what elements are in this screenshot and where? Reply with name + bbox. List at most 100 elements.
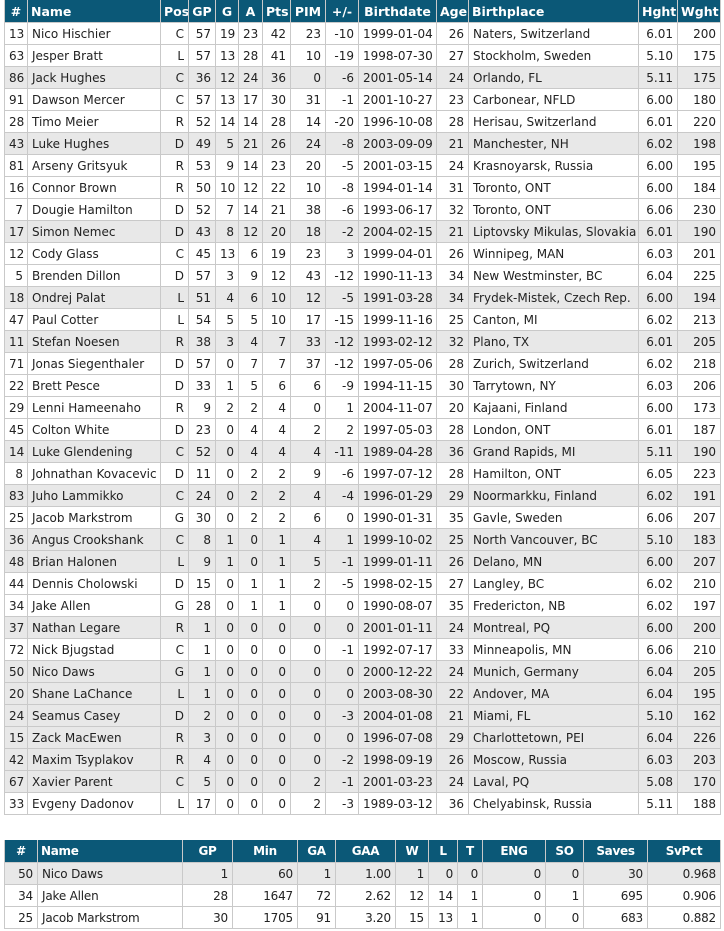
cell-age: 26: [436, 242, 469, 265]
column-header-number[interactable]: #: [4, 0, 28, 23]
cell-a: 0: [238, 528, 263, 551]
cell-pts: 7: [262, 352, 291, 375]
cell-number: 63: [4, 44, 28, 67]
column-header-pos[interactable]: Pos: [160, 0, 189, 23]
cell-birthplace: Andover, MA: [468, 682, 639, 705]
cell-g: 13: [215, 44, 239, 67]
column-header-age[interactable]: Age: [436, 0, 469, 23]
cell-pts: 2: [262, 506, 291, 529]
cell-hght: 6.02: [638, 308, 678, 331]
column-header-gaa[interactable]: GAA: [335, 840, 396, 863]
column-header-pts[interactable]: Pts: [262, 0, 291, 23]
cell-birthdate: 2001-10-27: [358, 88, 437, 111]
cell-gaa: 2.62: [335, 884, 396, 907]
cell-pos: C: [160, 484, 189, 507]
column-header-svpct[interactable]: SvPct: [647, 840, 721, 863]
column-header-birthdate[interactable]: Birthdate: [358, 0, 437, 23]
cell-number: 50: [4, 862, 38, 885]
cell-a: 0: [238, 550, 263, 573]
column-header-w[interactable]: W: [395, 840, 429, 863]
column-header-gp[interactable]: GP: [188, 0, 216, 23]
cell-g: 0: [215, 726, 239, 749]
cell-wght: 190: [677, 440, 721, 463]
cell-age: 35: [436, 506, 469, 529]
cell-pim: 24: [290, 132, 326, 155]
cell-age: 22: [436, 682, 469, 705]
column-header-hght[interactable]: Hght: [638, 0, 678, 23]
cell-a: 21: [238, 132, 263, 155]
cell-plus-minus: -3: [325, 704, 359, 727]
cell-hght: 6.05: [638, 462, 678, 485]
column-header-min[interactable]: Min: [232, 840, 298, 863]
cell-a: 7: [238, 352, 263, 375]
table-row: 5 Brenden Dillon D 57 3 9 12 43 -12 1990-11-13 34 N…: [4, 264, 721, 287]
column-header-saves[interactable]: Saves: [583, 840, 648, 863]
table-row: 16 Connor Brown R 50 10 12 22 10 -8 1994-01-14 31 T…: [4, 176, 721, 199]
column-header-l[interactable]: L: [428, 840, 458, 863]
cell-pos: R: [160, 726, 189, 749]
cell-number: 86: [4, 66, 28, 89]
cell-name: Maxim Tsyplakov: [27, 748, 161, 771]
cell-number: 50: [4, 660, 28, 683]
cell-birthdate: 2003-09-09: [358, 132, 437, 155]
cell-birthplace: Canton, MI: [468, 308, 639, 331]
column-header-name[interactable]: Name: [37, 840, 183, 863]
column-header-gp[interactable]: GP: [182, 840, 233, 863]
cell-birthplace: Munich, Germany: [468, 660, 639, 683]
cell-birthplace: Toronto, ONT: [468, 198, 639, 221]
cell-hght: 6.00: [638, 176, 678, 199]
cell-age: 36: [436, 440, 469, 463]
cell-wght: 183: [677, 528, 721, 551]
cell-a: 0: [238, 792, 263, 815]
column-header-number[interactable]: #: [4, 840, 38, 863]
column-header-pim[interactable]: PIM: [290, 0, 326, 23]
table-row: 29 Lenni Hameenaho R 9 2 2 4 0 1 2004-11-07 20 Kaja…: [4, 396, 721, 419]
cell-plus-minus: -19: [325, 44, 359, 67]
cell-pts: 20: [262, 220, 291, 243]
cell-birthdate: 1996-01-29: [358, 484, 437, 507]
cell-w: 15: [395, 906, 429, 929]
column-header-wght[interactable]: Wght: [677, 0, 721, 23]
column-header-a[interactable]: A: [238, 0, 263, 23]
cell-wght: 220: [677, 110, 721, 133]
cell-birthdate: 2004-02-15: [358, 220, 437, 243]
cell-plus-minus: -2: [325, 748, 359, 771]
cell-pim: 0: [290, 66, 326, 89]
cell-pts: 23: [262, 154, 291, 177]
cell-g: 19: [215, 22, 239, 45]
cell-pos: L: [160, 792, 189, 815]
cell-gp: 57: [188, 264, 216, 287]
cell-wght: 205: [677, 330, 721, 353]
table-row: 72 Nick Bjugstad C 1 0 0 0 0 -1 1992-07-17 33 Minne…: [4, 638, 721, 661]
cell-birthplace: London, ONT: [468, 418, 639, 441]
cell-g: 14: [215, 110, 239, 133]
cell-number: 14: [4, 440, 28, 463]
cell-hght: 5.10: [638, 704, 678, 727]
cell-a: 24: [238, 66, 263, 89]
cell-pim: 2: [290, 792, 326, 815]
column-header-birthplace[interactable]: Birthplace: [468, 0, 639, 23]
cell-hght: 6.02: [638, 352, 678, 375]
cell-g: 0: [215, 748, 239, 771]
column-header-g[interactable]: G: [215, 0, 239, 23]
cell-pim: 0: [290, 616, 326, 639]
column-header-eng[interactable]: ENG: [482, 840, 546, 863]
cell-birthdate: 1990-08-07: [358, 594, 437, 617]
cell-birthdate: 2001-05-14: [358, 66, 437, 89]
column-header-ga[interactable]: GA: [297, 840, 336, 863]
column-header-so[interactable]: SO: [545, 840, 584, 863]
cell-a: 0: [238, 726, 263, 749]
cell-gp: 50: [188, 176, 216, 199]
column-header-name[interactable]: Name: [27, 0, 161, 23]
cell-age: 35: [436, 594, 469, 617]
cell-pim: 12: [290, 286, 326, 309]
cell-name: Jonas Siegenthaler: [27, 352, 161, 375]
cell-pos: C: [160, 242, 189, 265]
cell-plus-minus: -6: [325, 66, 359, 89]
cell-name: Nico Daws: [37, 862, 183, 885]
column-header-plus-minus[interactable]: +/-: [325, 0, 359, 23]
column-header-t[interactable]: T: [457, 840, 483, 863]
cell-min: 1705: [232, 906, 298, 929]
cell-pos: G: [160, 506, 189, 529]
cell-wght: 180: [677, 88, 721, 111]
